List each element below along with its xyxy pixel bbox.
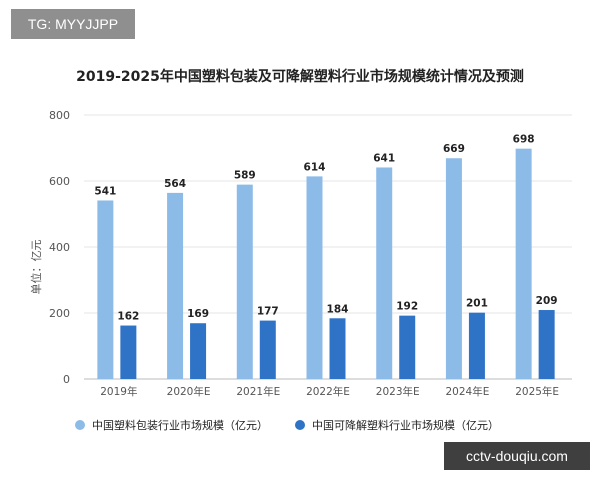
data-label-packaging: 541 bbox=[94, 185, 116, 197]
bar-degradable bbox=[259, 320, 276, 379]
data-label-packaging: 669 bbox=[443, 143, 465, 155]
data-label-packaging: 614 bbox=[304, 161, 326, 173]
data-label-degradable: 169 bbox=[187, 308, 209, 320]
bar-packaging bbox=[445, 158, 462, 379]
bar-packaging bbox=[167, 192, 184, 379]
bar-packaging bbox=[97, 200, 114, 379]
bar-packaging bbox=[236, 184, 253, 379]
y-tick-label: 800 bbox=[49, 109, 70, 122]
bar-packaging bbox=[306, 176, 323, 379]
x-tick-label: 2020年E bbox=[167, 385, 211, 398]
data-label-degradable: 177 bbox=[257, 306, 279, 318]
bar-packaging bbox=[376, 167, 393, 379]
legend-item-degradable-label: 中国可降解塑料行业市场规模（亿元） bbox=[312, 418, 499, 432]
legend-item-packaging-marker bbox=[75, 420, 85, 430]
data-label-packaging: 564 bbox=[164, 178, 186, 190]
bar-degradable bbox=[538, 310, 555, 379]
bar-degradable bbox=[329, 318, 346, 379]
x-tick-label: 2025年E bbox=[515, 385, 559, 398]
source-badge: cctv-douqiu.com bbox=[444, 442, 590, 470]
data-label-degradable: 209 bbox=[536, 295, 558, 307]
data-label-packaging: 641 bbox=[373, 152, 395, 164]
y-tick-label: 200 bbox=[49, 307, 70, 320]
data-label-packaging: 589 bbox=[234, 170, 256, 182]
bar-degradable bbox=[468, 312, 485, 379]
y-tick-label: 0 bbox=[63, 373, 70, 386]
x-tick-label: 2021年E bbox=[236, 385, 280, 398]
data-label-degradable: 201 bbox=[466, 298, 488, 310]
y-tick-label: 600 bbox=[49, 175, 70, 188]
legend-item-degradable-marker bbox=[295, 420, 305, 430]
x-tick-label: 2024年E bbox=[445, 385, 489, 398]
x-tick-label: 2023年E bbox=[376, 385, 420, 398]
data-label-degradable: 162 bbox=[117, 311, 139, 323]
data-label-packaging: 698 bbox=[513, 134, 535, 146]
x-tick-label: 2019年 bbox=[100, 385, 137, 398]
bar-packaging bbox=[515, 148, 532, 379]
x-tick-label: 2022年E bbox=[306, 385, 350, 398]
data-label-degradable: 184 bbox=[327, 303, 349, 315]
chart-title: 2019-2025年中国塑料包装及可降解塑料行业市场规模统计情况及预测 bbox=[76, 69, 524, 85]
y-tick-label: 400 bbox=[49, 241, 70, 254]
bar-degradable bbox=[190, 323, 207, 379]
y-axis-label: 单位：亿元 bbox=[29, 240, 43, 295]
data-label-degradable: 192 bbox=[396, 301, 418, 313]
bar-degradable bbox=[120, 325, 137, 379]
legend-item-packaging-label: 中国塑料包装行业市场规模（亿元） bbox=[92, 418, 268, 432]
bar-degradable bbox=[399, 315, 416, 379]
top-tag-badge: TG: MYYJJPP bbox=[11, 9, 135, 39]
